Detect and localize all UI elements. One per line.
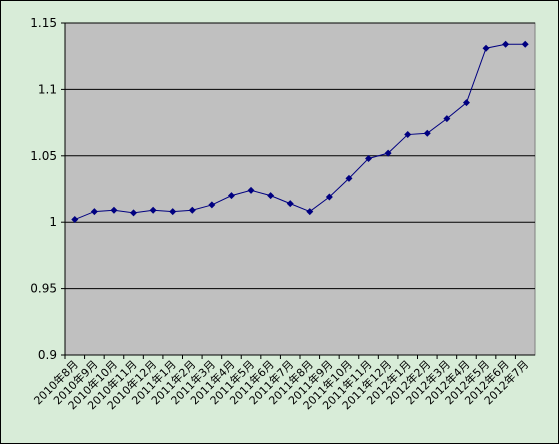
data-point — [286, 200, 294, 208]
data-point — [90, 208, 98, 216]
data-point — [482, 44, 490, 52]
data-point — [325, 193, 333, 201]
data-point — [306, 208, 314, 216]
data-point — [71, 216, 79, 224]
y-tick-label: 0.9 — [38, 348, 57, 362]
data-point — [384, 149, 392, 157]
data-point — [423, 129, 431, 137]
data-point — [188, 206, 196, 214]
data-point — [149, 206, 157, 214]
data-point — [502, 40, 510, 48]
y-tick-label: 0.95 — [30, 282, 57, 296]
data-point — [169, 208, 177, 216]
y-tick-label: 1.05 — [30, 149, 57, 163]
data-point — [130, 209, 138, 217]
series-line — [74, 43, 526, 221]
data-point — [404, 131, 412, 139]
data-point — [247, 186, 255, 194]
y-tick-label: 1 — [49, 215, 57, 229]
y-tick-label: 1.15 — [30, 16, 57, 30]
data-point — [267, 192, 275, 200]
data-point — [110, 206, 118, 214]
data-point — [462, 99, 470, 107]
data-point — [227, 192, 235, 200]
data-point — [345, 174, 353, 182]
data-point — [443, 115, 451, 123]
data-point — [208, 201, 216, 209]
plot-area — [64, 22, 536, 356]
data-point — [521, 40, 529, 48]
y-tick-label: 1.1 — [38, 82, 57, 96]
data-point — [365, 154, 373, 162]
